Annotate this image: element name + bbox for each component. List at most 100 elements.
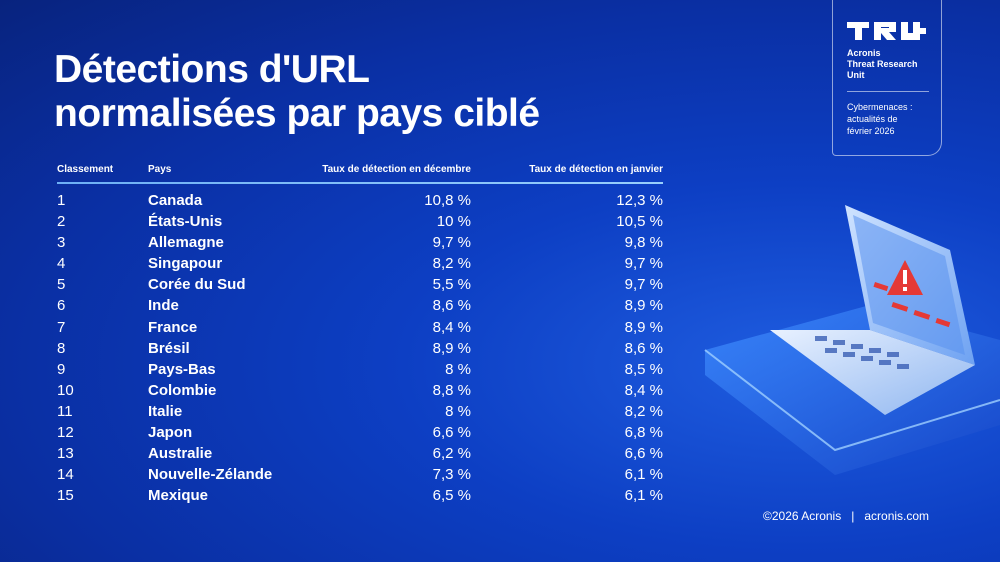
december-rate-cell: 6,2 % (432, 445, 471, 463)
country-cell: Italie (148, 402, 183, 420)
title-line-1: Détections d'URL (54, 48, 370, 91)
december-rate-cell: 8,6 % (432, 297, 471, 315)
table-row: 4 Singapour 8,2 % 9,7 % (57, 253, 663, 274)
rank-cell: 9 (57, 360, 66, 378)
table-row: 2 États-Unis 10 % 10,5 % (57, 211, 663, 232)
country-cell: États-Unis (148, 213, 223, 231)
country-cell: Nouvelle-Zélande (148, 466, 273, 484)
january-rate-cell: 8,2 % (624, 402, 663, 420)
table-row: 15 Mexique 6,5 % 6,1 % (57, 485, 663, 506)
brand-divider (847, 91, 929, 92)
footer: ©2026 Acronis | acronis.com (763, 509, 929, 523)
table-body: 1 Canada 10,8 % 12,3 % 2 États-Unis 10 % 10,5 %… (57, 190, 663, 506)
table-row: 3 Allemagne 9,7 % 9,8 % (57, 232, 663, 253)
brand-badge: Acronis Threat Research Unit Cybermenace… (832, 0, 942, 156)
january-rate-cell: 6,8 % (624, 424, 663, 442)
december-rate-cell: 6,6 % (432, 424, 471, 442)
rank-cell: 13 (57, 445, 74, 463)
december-rate-cell: 8,9 % (432, 339, 471, 357)
table-row: 5 Corée du Sud 5,5 % 9,7 % (57, 274, 663, 295)
january-rate-cell: 8,9 % (624, 318, 663, 336)
table-row: 11 Italie 8 % 8,2 % (57, 401, 663, 422)
rank-cell: 15 (57, 487, 74, 505)
table-row: 10 Colombie 8,8 % 8,4 % (57, 380, 663, 401)
december-rate-cell: 5,5 % (432, 276, 471, 294)
country-cell: Pays-Bas (148, 360, 216, 378)
country-cell: Japon (148, 424, 193, 442)
country-cell: Canada (148, 192, 203, 209)
january-rate-cell: 6,1 % (624, 466, 663, 484)
table-header: Classement Pays Taux de détection en déc… (57, 160, 663, 184)
country-cell: Corée du Sud (148, 276, 246, 294)
page-title: Détections d'URL normalisées par pays ci… (54, 48, 540, 136)
december-rate-cell: 10,8 % (424, 192, 471, 209)
brand-name-line-1: Acronis (847, 48, 881, 58)
table-row: 1 Canada 10,8 % 12,3 % (57, 190, 663, 211)
country-cell: France (148, 318, 198, 336)
rank-cell: 14 (57, 466, 74, 484)
table-row: 7 France 8,4 % 8,9 % (57, 317, 663, 338)
january-rate-cell: 12,3 % (616, 192, 663, 209)
tru-logo-icon (847, 22, 926, 40)
january-rate-cell: 8,5 % (624, 360, 663, 378)
header-country: Pays (148, 164, 172, 175)
brand-subtitle-line-3: février 2026 (847, 126, 895, 136)
january-rate-cell: 6,1 % (624, 487, 663, 505)
brand-name: Acronis Threat Research Unit (847, 48, 918, 81)
footer-separator: | (851, 509, 855, 523)
january-rate-cell: 6,6 % (624, 445, 663, 463)
january-rate-cell: 9,7 % (624, 255, 663, 273)
title-line-2: normalisées par pays ciblé (54, 92, 540, 135)
country-cell: Allemagne (148, 234, 224, 252)
laptop-warning-icon (704, 205, 1000, 475)
country-cell: Brésil (148, 339, 190, 357)
brand-subtitle-line-2: actualités de (847, 114, 898, 124)
ranking-table: Classement Pays Taux de détection en déc… (57, 160, 663, 504)
country-cell: Australie (148, 445, 213, 463)
brand-name-line-2: Threat Research (847, 59, 918, 69)
december-rate-cell: 9,7 % (432, 234, 471, 252)
table-row: 12 Japon 6,6 % 6,8 % (57, 422, 663, 443)
january-rate-cell: 8,9 % (624, 297, 663, 315)
table-row: 14 Nouvelle-Zélande 7,3 % 6,1 % (57, 464, 663, 485)
rank-cell: 1 (57, 192, 66, 209)
january-rate-cell: 9,8 % (624, 234, 663, 252)
header-december: Taux de détection en décembre (322, 164, 471, 175)
rank-cell: 7 (57, 318, 66, 336)
table-row: 9 Pays-Bas 8 % 8,5 % (57, 359, 663, 380)
january-rate-cell: 10,5 % (616, 213, 663, 231)
table-row: 8 Brésil 8,9 % 8,6 % (57, 338, 663, 359)
footer-website-link[interactable]: acronis.com (864, 509, 930, 523)
brand-subtitle: Cybermenaces : actualités de février 202… (847, 101, 913, 137)
january-rate-cell: 8,6 % (624, 339, 663, 357)
december-rate-cell: 8,4 % (432, 318, 471, 336)
country-cell: Inde (148, 297, 179, 315)
december-rate-cell: 7,3 % (432, 466, 471, 484)
rank-cell: 2 (57, 213, 66, 231)
rank-cell: 5 (57, 276, 66, 294)
rank-cell: 12 (57, 424, 74, 442)
december-rate-cell: 8 % (445, 402, 471, 420)
header-rank: Classement (57, 164, 114, 175)
december-rate-cell: 6,5 % (432, 487, 471, 505)
december-rate-cell: 8,8 % (432, 381, 471, 399)
january-rate-cell: 8,4 % (624, 381, 663, 399)
rank-cell: 3 (57, 234, 66, 252)
country-cell: Mexique (148, 487, 209, 505)
rank-cell: 4 (57, 255, 66, 273)
country-cell: Colombie (148, 381, 217, 399)
rank-cell: 11 (57, 402, 73, 420)
rank-cell: 6 (57, 297, 66, 315)
header-divider (57, 182, 663, 184)
table-row: 6 Inde 8,6 % 8,9 % (57, 295, 663, 316)
footer-copyright: ©2026 Acronis (763, 509, 842, 523)
brand-subtitle-line-1: Cybermenaces : (847, 102, 913, 112)
december-rate-cell: 8 % (445, 360, 471, 378)
country-cell: Singapour (148, 255, 223, 273)
header-january: Taux de détection en janvier (529, 164, 663, 175)
brand-name-line-3: Unit (847, 70, 865, 80)
december-rate-cell: 8,2 % (432, 255, 471, 273)
table-row: 13 Australie 6,2 % 6,6 % (57, 443, 663, 464)
rank-cell: 8 (57, 339, 66, 357)
december-rate-cell: 10 % (436, 213, 471, 231)
